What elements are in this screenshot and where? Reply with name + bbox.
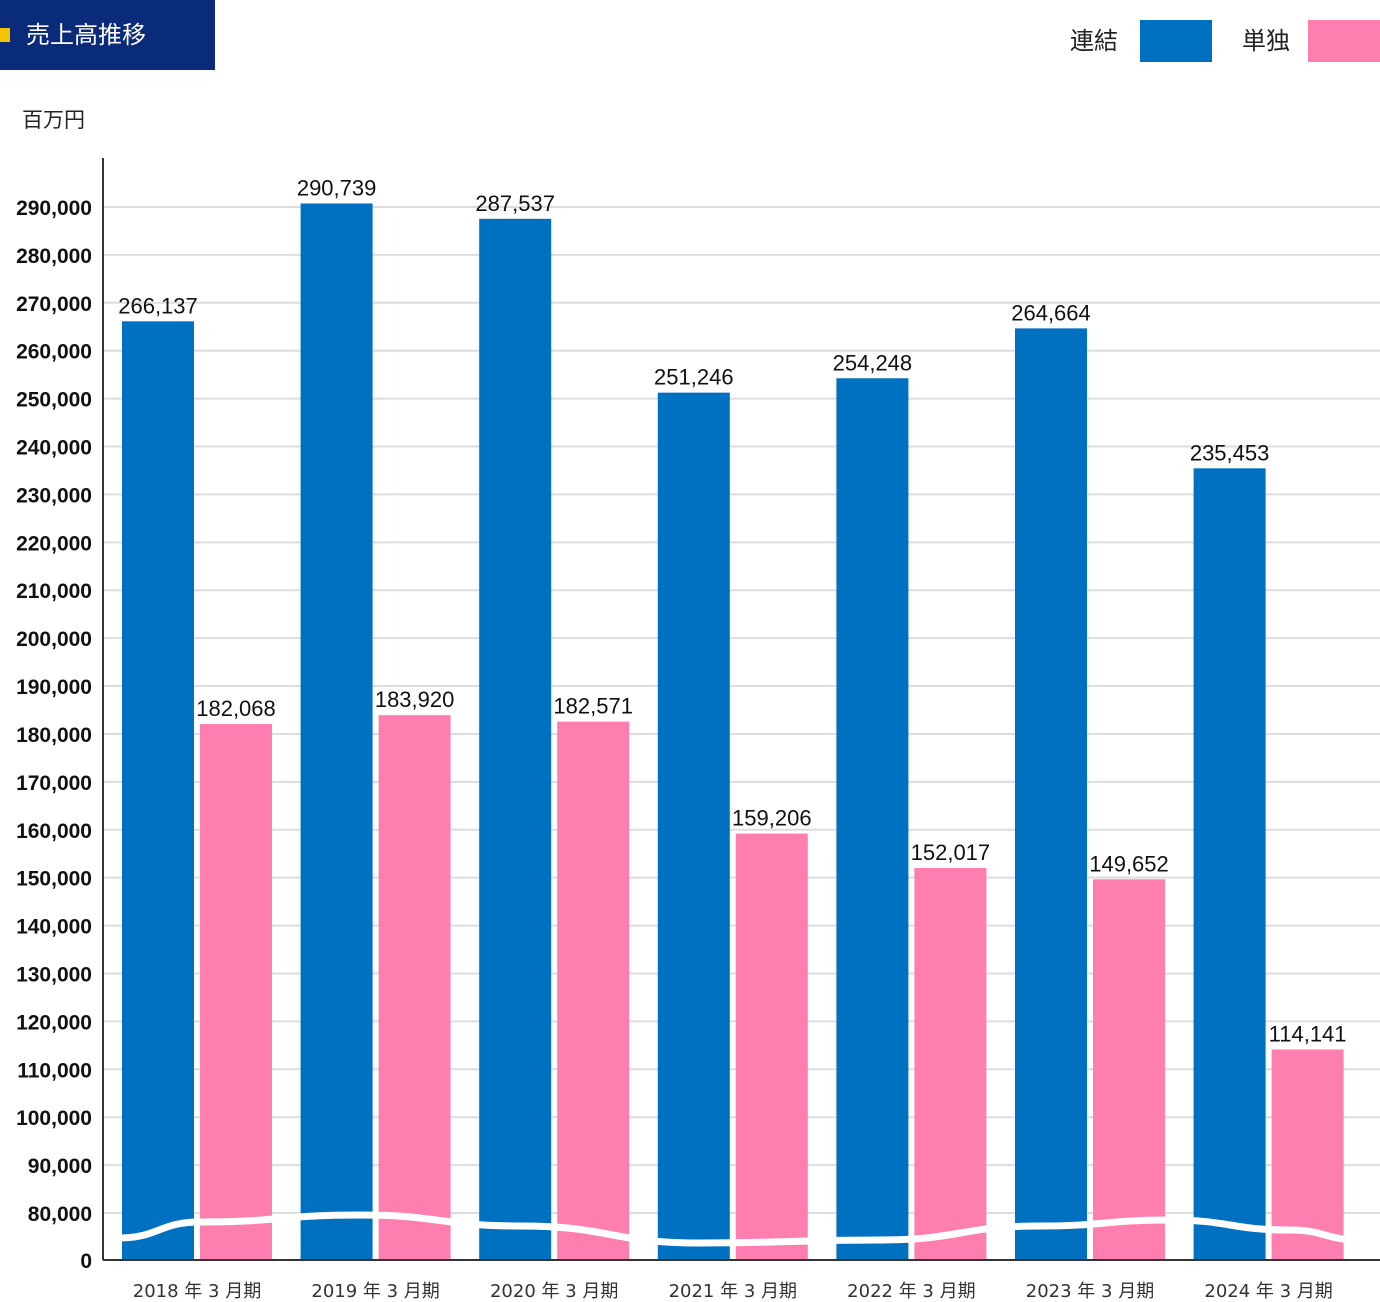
y-tick-label: 80,000 — [28, 1203, 92, 1226]
y-tick-label: 270,000 — [16, 293, 92, 316]
y-tick-label: 220,000 — [16, 532, 92, 555]
y-tick-label: 100,000 — [16, 1107, 92, 1130]
y-tick-label: 250,000 — [16, 389, 92, 412]
legend-swatch-standalone — [1308, 20, 1380, 62]
data-label-consolidated: 287,537 — [475, 191, 555, 216]
data-label-consolidated: 254,248 — [833, 350, 913, 375]
data-label-standalone: 182,068 — [196, 696, 276, 721]
x-tick-label: 2023 年 3 月期 — [1026, 1281, 1154, 1302]
y-tick-label: 90,000 — [28, 1155, 92, 1178]
y-tick-label: 230,000 — [16, 484, 92, 507]
y-tick-label: 140,000 — [16, 916, 92, 939]
y-tick-label: 150,000 — [16, 868, 92, 891]
bar-consolidated — [479, 218, 552, 1260]
y-tick-label: 190,000 — [16, 676, 92, 699]
y-tick-label: 240,000 — [16, 437, 92, 460]
x-tick-label: 2022 年 3 月期 — [847, 1281, 975, 1302]
bar-standalone — [735, 833, 808, 1260]
data-label-standalone: 183,920 — [375, 687, 455, 712]
y-tick-label: 260,000 — [16, 341, 92, 364]
data-label-consolidated: 251,246 — [654, 365, 734, 390]
y-tick-label: 130,000 — [16, 963, 92, 986]
bar-standalone — [378, 715, 451, 1260]
x-tick-label: 2020 年 3 月期 — [490, 1281, 618, 1302]
bar-consolidated — [300, 203, 373, 1260]
x-tick-label: 2024 年 3 月期 — [1204, 1281, 1332, 1302]
bar-standalone — [1093, 879, 1165, 1260]
bar-standalone — [914, 868, 987, 1260]
data-label-consolidated: 235,453 — [1190, 440, 1270, 465]
bar-consolidated — [122, 321, 194, 1260]
data-label-consolidated: 264,664 — [1011, 300, 1091, 325]
bar-consolidated — [657, 392, 730, 1260]
x-tick-label: 2019 年 3 月期 — [311, 1281, 439, 1302]
y-tick-label: 280,000 — [16, 245, 92, 268]
y-tick-label: 170,000 — [16, 772, 92, 795]
x-tick-label: 2018 年 3 月期 — [133, 1281, 261, 1302]
legend-swatch-consolidated — [1140, 20, 1212, 62]
legend-label-consolidated: 連結 — [1070, 27, 1118, 55]
y-tick-label: 210,000 — [16, 580, 92, 603]
bar-consolidated — [1193, 468, 1266, 1260]
data-label-standalone: 159,206 — [732, 806, 812, 831]
data-label-standalone: 152,017 — [911, 840, 991, 865]
y-tick-label: 290,000 — [16, 197, 92, 220]
data-label-consolidated: 290,739 — [297, 175, 377, 200]
data-label-consolidated: 266,137 — [118, 293, 198, 318]
y-axis-unit-label: 百万円 — [22, 108, 85, 132]
bar-standalone — [1271, 1049, 1344, 1260]
bar-consolidated — [1015, 328, 1087, 1261]
data-label-standalone: 182,571 — [553, 694, 633, 719]
y-tick-label: 180,000 — [16, 724, 92, 747]
y-tick-label: 0 — [80, 1250, 92, 1273]
bar-standalone — [557, 721, 630, 1260]
legend: 連結 単独 — [1070, 20, 1380, 62]
legend-label-standalone: 単独 — [1242, 27, 1290, 55]
chart-title-box: 売上高推移 — [0, 0, 215, 70]
chart-title: 売上高推移 — [26, 21, 146, 49]
y-tick-label: 120,000 — [16, 1011, 92, 1034]
title-marker-icon — [0, 28, 10, 42]
y-tick-label: 200,000 — [16, 628, 92, 651]
y-tick-label: 110,000 — [17, 1059, 92, 1082]
data-label-standalone: 149,652 — [1089, 851, 1169, 876]
bar-standalone — [200, 724, 272, 1260]
bar-consolidated — [836, 378, 909, 1260]
data-label-standalone: 114,141 — [1269, 1021, 1347, 1046]
y-tick-label: 160,000 — [16, 820, 92, 843]
x-tick-label: 2021 年 3 月期 — [669, 1281, 797, 1302]
axis-break-wave — [117, 1211, 1361, 1247]
